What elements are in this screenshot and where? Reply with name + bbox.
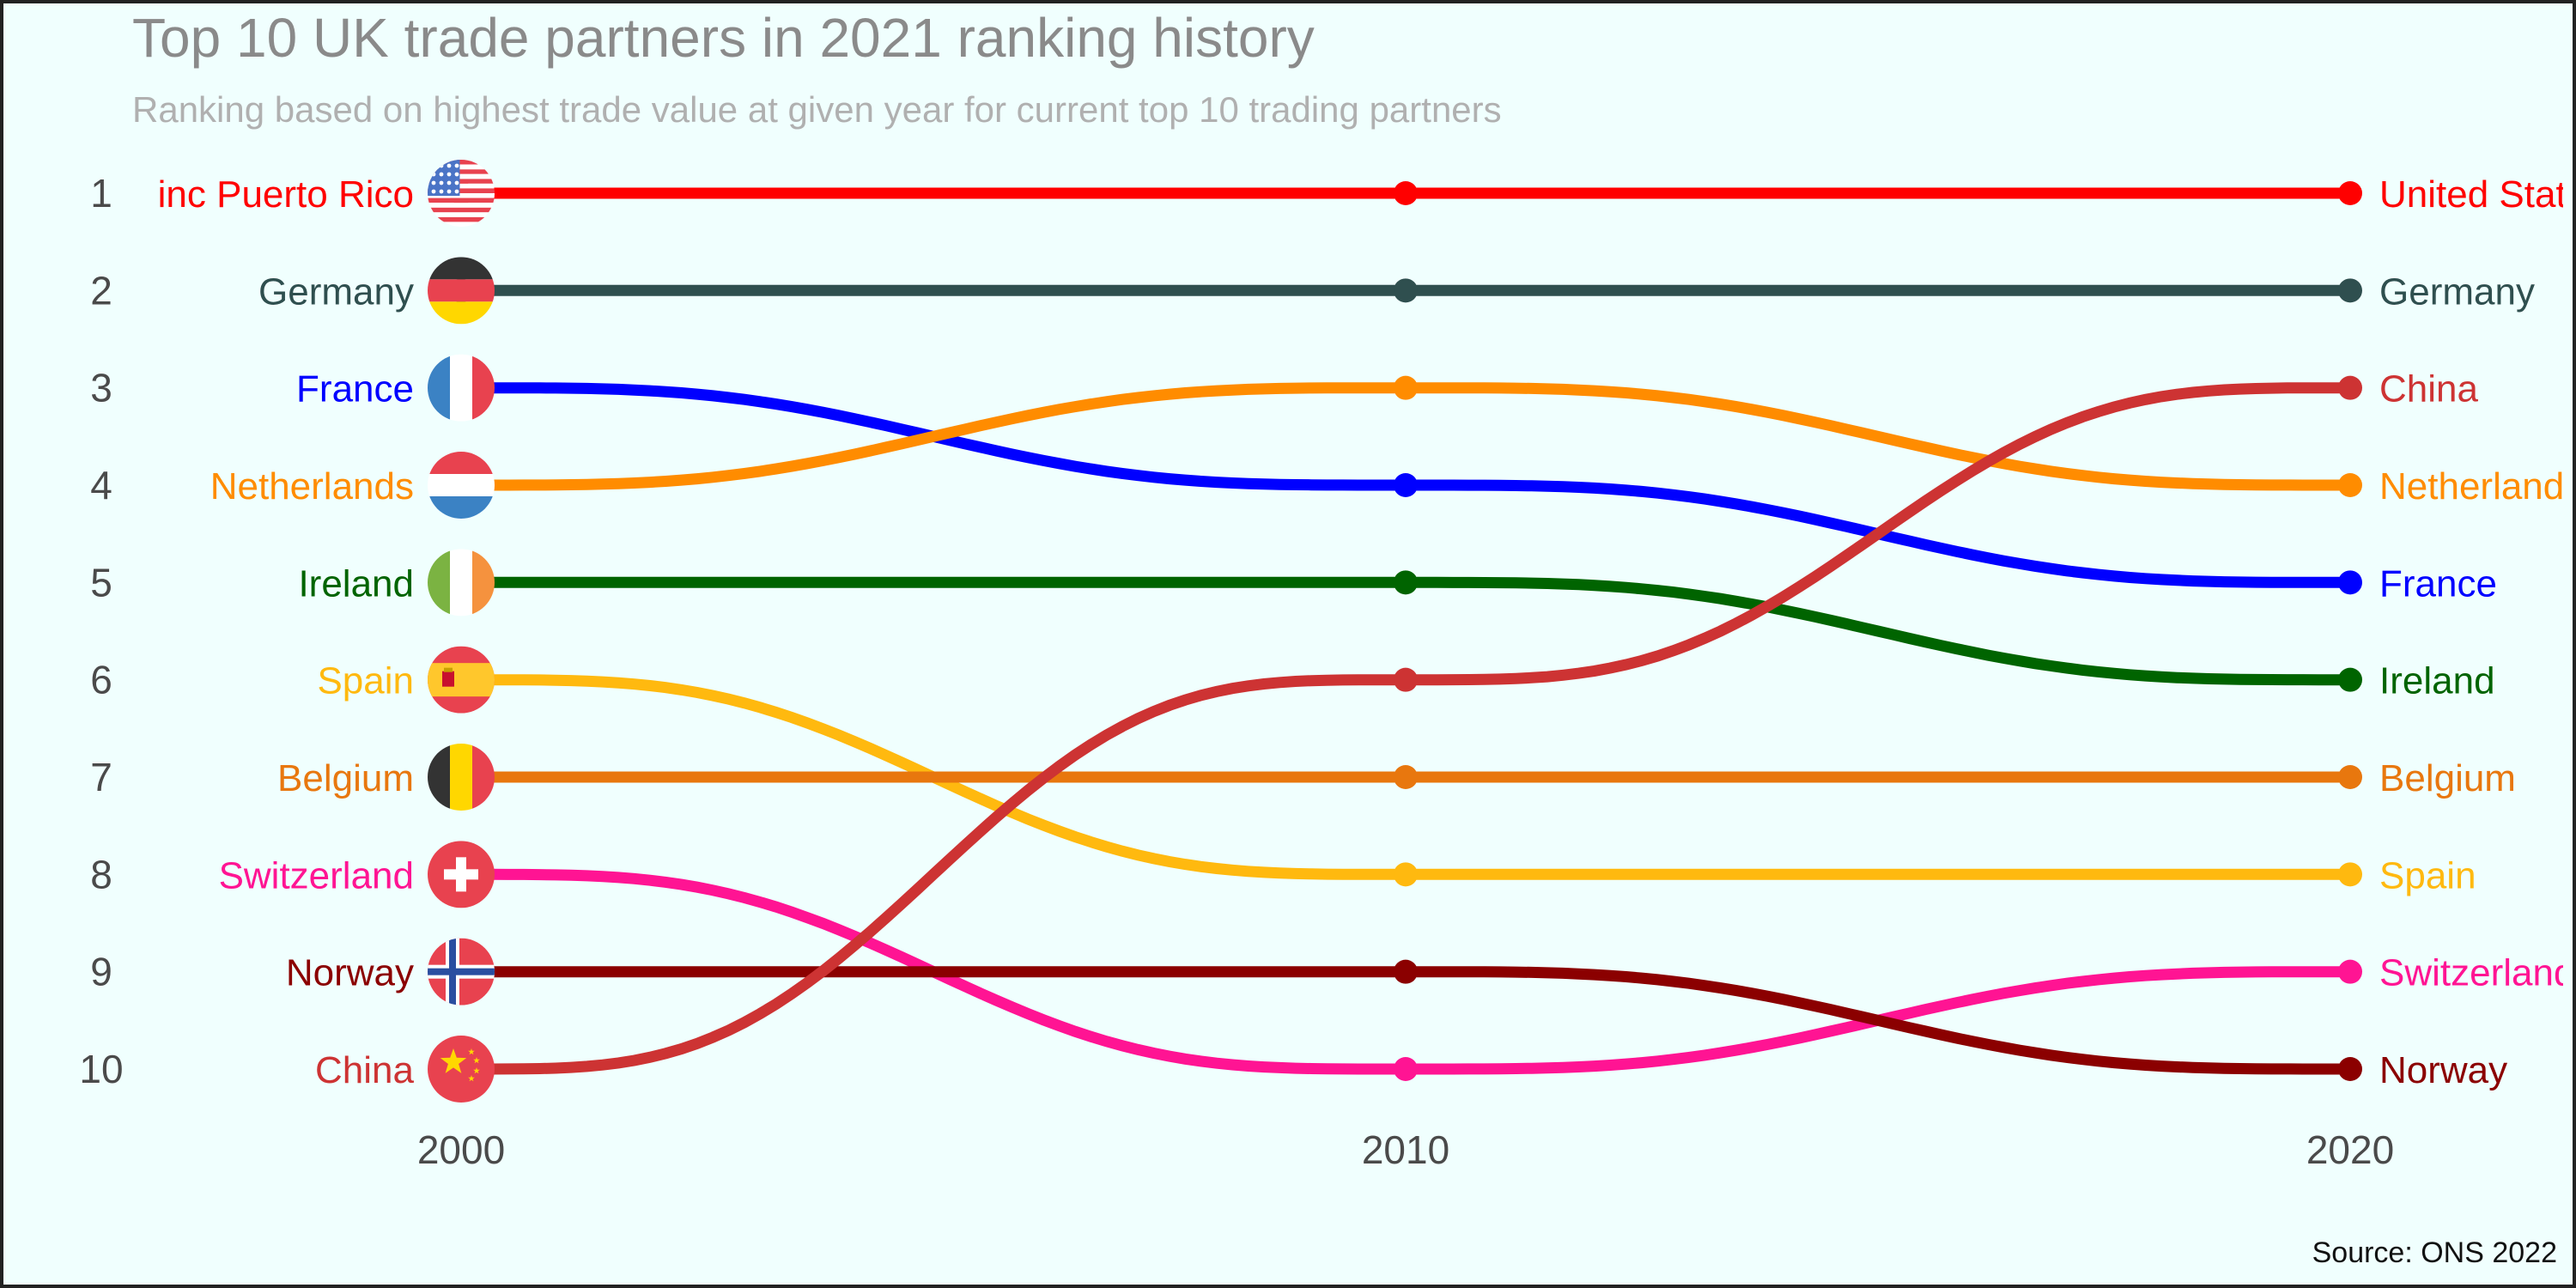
spain-flag-icon — [428, 646, 495, 714]
right-country-label: Switzerland — [2379, 952, 2574, 994]
chart-caption: Source: ONS 2022 — [2312, 1236, 2557, 1269]
y-tick-label: 9 — [90, 950, 112, 994]
ireland-flag-icon — [428, 549, 495, 617]
data-point — [2338, 1057, 2362, 1081]
left-country-label: Ireland — [298, 562, 414, 605]
netherlands-flag-icon — [428, 452, 495, 519]
france-flag-icon — [428, 354, 495, 422]
left-country-label: Germany — [258, 270, 414, 313]
data-point — [1394, 1057, 1418, 1081]
y-tick-label: 5 — [90, 560, 112, 605]
left-country-label: Spain — [317, 660, 414, 702]
y-tick-label: 1 — [90, 171, 112, 216]
y-tick-label: 6 — [90, 658, 112, 702]
left-country-label: China — [315, 1049, 414, 1091]
left-country-label: France — [296, 368, 414, 410]
right-country-labels: United States Germany France Netherlands Ire… — [2379, 173, 2576, 1091]
y-tick-label: 8 — [90, 852, 112, 896]
x-tick-label: 2010 — [1362, 1127, 1449, 1172]
right-country-label: Spain — [2379, 854, 2476, 896]
data-point — [1394, 375, 1418, 400]
data-point — [1394, 667, 1418, 692]
germany-flag-icon — [428, 257, 495, 325]
x-axis-tick-labels: 2000 2010 2020 — [417, 1127, 2394, 1172]
right-country-label: Ireland — [2379, 660, 2495, 702]
data-point — [2338, 570, 2362, 595]
left-country-label: Belgium — [277, 757, 414, 799]
x-tick-label: 2000 — [417, 1127, 505, 1172]
data-point — [2338, 959, 2362, 984]
right-country-label: China — [2379, 368, 2478, 410]
y-tick-label: 4 — [90, 463, 112, 507]
data-point — [1394, 862, 1418, 887]
us-flag-icon — [428, 160, 495, 227]
data-point — [1394, 473, 1418, 497]
data-point — [1394, 765, 1418, 789]
chart-title: Top 10 UK trade partners in 2021 ranking… — [132, 7, 1315, 69]
country-flags — [428, 160, 495, 1103]
left-country-label: inc Puerto Rico — [158, 173, 414, 216]
chart-subtitle: Ranking based on highest trade value at … — [132, 89, 1502, 130]
right-country-label: United States — [2379, 173, 2576, 216]
data-point — [2338, 765, 2362, 789]
left-country-label: Netherlands — [210, 465, 414, 507]
left-country-label: Norway — [286, 952, 414, 994]
right-country-label: Belgium — [2379, 757, 2516, 799]
right-country-label: Norway — [2379, 1049, 2507, 1091]
right-country-label: France — [2379, 562, 2497, 605]
right-country-label: Netherlands — [2379, 465, 2576, 507]
china-flag-icon — [428, 1036, 495, 1103]
x-tick-label: 2020 — [2306, 1127, 2394, 1172]
data-point — [1394, 570, 1418, 595]
right-country-label: Germany — [2379, 270, 2535, 313]
left-country-labels: inc Puerto Rico Germany France Netherlands I… — [158, 173, 415, 1091]
data-point — [2338, 278, 2362, 303]
y-tick-label: 7 — [90, 755, 112, 799]
data-point — [2338, 473, 2362, 497]
data-point — [2338, 667, 2362, 692]
data-point — [1394, 278, 1418, 303]
left-country-label: Switzerland — [219, 854, 414, 896]
switzerland-flag-icon — [428, 841, 495, 908]
y-tick-label: 10 — [79, 1047, 123, 1091]
data-point — [2338, 862, 2362, 887]
data-point — [2338, 181, 2362, 205]
norway-flag-icon — [428, 938, 495, 1005]
y-tick-label: 2 — [90, 268, 112, 313]
y-tick-label: 3 — [90, 366, 112, 410]
belgium-flag-icon — [428, 744, 495, 811]
y-axis-tick-labels: 1 2 3 4 5 6 7 8 9 10 — [79, 171, 123, 1091]
data-point — [1394, 959, 1418, 984]
data-point — [2338, 375, 2362, 400]
data-point — [1394, 181, 1418, 205]
